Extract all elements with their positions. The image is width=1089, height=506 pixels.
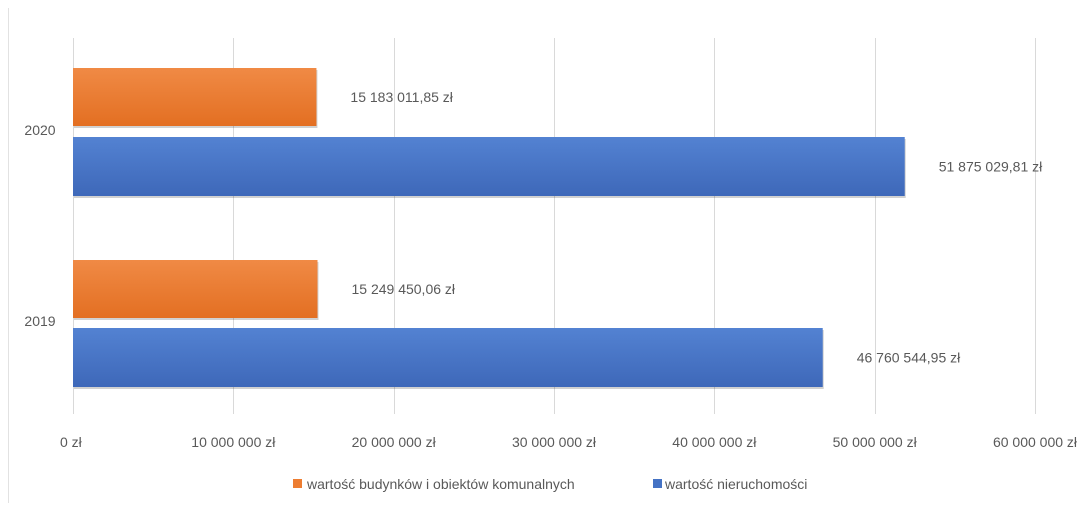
legend-swatch [293,479,302,488]
data-label: 46 760 544,95 zł [857,350,961,366]
x-tick-label: 10 000 000 zł [191,434,276,450]
x-axis-labels: 0 zł 10 000 000 zł 20 000 000 zł 30 000 000… [60,434,1078,450]
legend-label: wartość budynków i obiektów komunalnych [306,476,575,492]
y-tick-label: 2020 [24,122,55,138]
data-label: 15 183 011,85 zł [350,89,453,105]
bar [73,328,823,387]
bar [73,68,317,126]
legend: wartość budynków i obiektów komunalnych w… [293,476,807,492]
y-tick-label: 2019 [24,313,55,329]
x-tick-label: 50 000 000 zł [833,434,918,450]
legend-swatch [653,479,662,488]
data-label: 51 875 029,81 zł [939,159,1043,175]
legend-label: wartość nieruchomości [664,476,807,492]
x-tick-label: 30 000 000 zł [512,434,597,450]
bars [73,68,906,389]
bar [73,260,318,318]
data-label: 15 249 450,06 zł [351,281,455,297]
x-tick-label: 0 zł [60,434,83,450]
y-axis-labels: 2020 2019 [24,122,55,329]
data-labels: 15 183 011,85 zł 51 875 029,81 zł 15 249 4… [350,89,1043,366]
bar [73,137,905,196]
x-tick-label: 40 000 000 zł [672,434,757,450]
x-tick-label: 60 000 000 zł [993,434,1078,450]
x-tick-label: 20 000 000 zł [352,434,437,450]
